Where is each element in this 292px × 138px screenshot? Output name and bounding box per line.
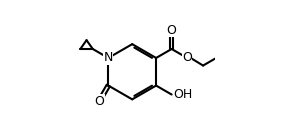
Text: O: O — [94, 95, 104, 108]
Text: OH: OH — [173, 88, 192, 101]
Text: O: O — [167, 24, 177, 37]
Text: N: N — [104, 51, 113, 64]
Text: O: O — [182, 51, 192, 64]
